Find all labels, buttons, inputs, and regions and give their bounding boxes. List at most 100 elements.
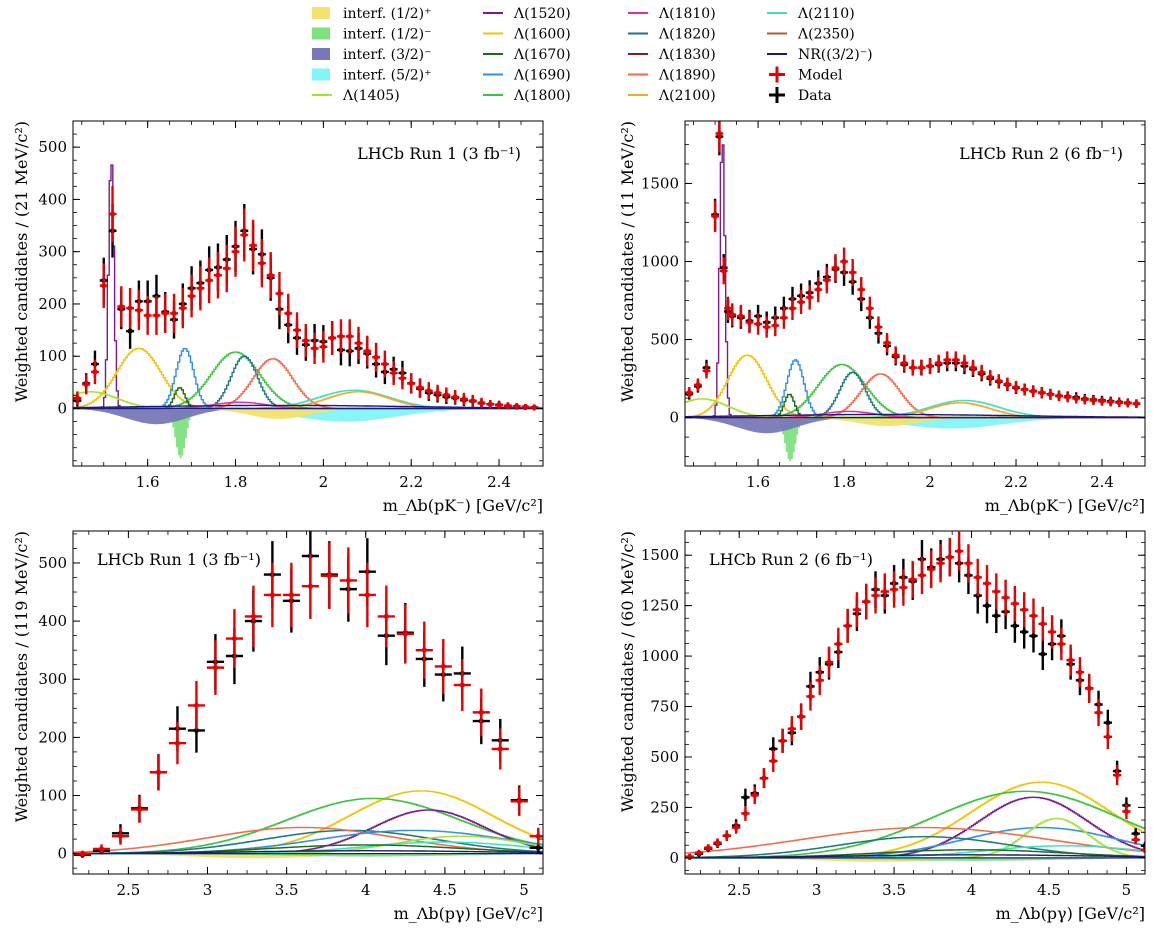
component-line: [685, 826, 1145, 854]
legend-label: Λ(2100): [658, 88, 716, 104]
model-point: [529, 827, 543, 845]
model-point: [108, 186, 117, 243]
interference-area: [685, 417, 1145, 434]
model-point: [282, 562, 300, 628]
legend-label: interf. (1/2)⁻: [343, 27, 432, 43]
y-tick-label: 0: [669, 849, 679, 867]
model-point: [1103, 724, 1113, 750]
axes-frame: [684, 530, 1146, 875]
model-point: [1072, 393, 1081, 404]
model-point: [1020, 592, 1029, 628]
legend-entry: Data: [769, 87, 832, 104]
y-tick-label: 1500: [641, 546, 679, 564]
model-point: [521, 403, 530, 410]
model-point: [389, 360, 398, 386]
y-tick-label: 0: [57, 400, 67, 418]
model-point: [486, 399, 495, 409]
legend-label: Λ(1810): [658, 6, 716, 22]
legend-label: interf. (1/2)⁺: [343, 6, 432, 22]
model-point: [1089, 395, 1098, 406]
model-point: [1063, 392, 1072, 403]
component-line: [685, 413, 1145, 418]
model-point: [964, 544, 973, 583]
model-point: [111, 827, 130, 845]
legend-entry: interf. (5/2)⁺: [312, 68, 432, 84]
x-tick-label: 3: [203, 881, 213, 899]
legend-entry: Λ(2350): [767, 27, 855, 43]
model-point: [945, 537, 955, 577]
model-point: [724, 296, 732, 320]
model-point: [728, 303, 737, 326]
model-point: [168, 722, 186, 765]
model-point: [960, 354, 969, 372]
model-point: [1057, 627, 1066, 661]
model-point: [319, 330, 328, 363]
model-point: [1123, 398, 1132, 408]
model-point: [126, 287, 135, 329]
legend-label: Model: [798, 68, 843, 84]
x-tick-label: 3.5: [882, 881, 906, 899]
interference-area: [73, 408, 543, 419]
model-point: [1010, 585, 1020, 622]
x-tick-label: 1.6: [136, 473, 160, 491]
model-point: [187, 681, 205, 730]
model-point: [973, 558, 982, 597]
y-tick-label: 500: [38, 554, 67, 572]
y-tick-label: 400: [38, 612, 67, 630]
model-point: [704, 844, 713, 852]
model-point: [731, 821, 741, 834]
model-point: [320, 542, 338, 610]
model-point: [205, 257, 214, 304]
legend-entry: interf. (1/2)⁺: [312, 6, 432, 22]
model-point: [491, 728, 509, 770]
model-point: [1140, 846, 1145, 853]
model-point: [883, 333, 891, 353]
legend-entry: Λ(1690): [483, 68, 571, 84]
legend-label: interf. (5/2)⁺: [343, 68, 432, 84]
model-point: [149, 754, 167, 791]
y-tick-label: 400: [38, 190, 67, 208]
x-axis-label: m_Λb(pγ) [GeV/c²]: [996, 904, 1145, 923]
model-point: [750, 786, 759, 805]
interference-area: [73, 408, 543, 425]
model-point: [685, 387, 694, 399]
model-point: [231, 226, 240, 277]
data-point: [1038, 638, 1047, 670]
x-tick-label: 3: [812, 881, 822, 899]
model-point: [1001, 579, 1010, 616]
model-point: [377, 585, 395, 648]
model-point: [908, 359, 917, 376]
legend-label: interf. (3/2)⁻: [343, 47, 432, 63]
component-line: [73, 404, 543, 409]
legend-label: Λ(1800): [513, 88, 571, 104]
legend-entry: Λ(1890): [628, 68, 716, 84]
y-tick-label: 300: [38, 243, 67, 261]
legend-entry: Λ(1670): [483, 47, 571, 63]
y-tick-label: 500: [650, 331, 679, 349]
model-point: [358, 562, 376, 628]
model-point: [512, 403, 521, 410]
legend-swatch: [312, 7, 330, 19]
model-point: [266, 251, 275, 299]
model-point: [1037, 387, 1046, 399]
model-point: [451, 390, 460, 404]
x-tick-label: 2.2: [399, 473, 423, 491]
y-tick-label: 100: [38, 347, 67, 365]
plot-area: [685, 531, 1145, 862]
y-axis-label: Weighted candidates / (119 MeV/c²): [12, 531, 31, 822]
x-tick-label: 5: [519, 881, 529, 899]
component-line: [73, 850, 543, 855]
y-tick-label: 500: [650, 748, 679, 766]
model-point: [685, 853, 694, 860]
legend-swatch: [312, 68, 330, 81]
model-point: [722, 830, 731, 841]
model-point: [1066, 644, 1075, 676]
legend-entry: NR((3/2)⁻): [767, 47, 873, 63]
y-tick-label: 1000: [641, 252, 679, 270]
model-point: [1094, 699, 1103, 726]
model-point: [1132, 399, 1141, 409]
model-point: [257, 238, 266, 288]
x-tick-label: 5: [1122, 881, 1132, 899]
x-axis-label: m_Λb(pK⁻) [GeV/c²]: [985, 496, 1145, 515]
